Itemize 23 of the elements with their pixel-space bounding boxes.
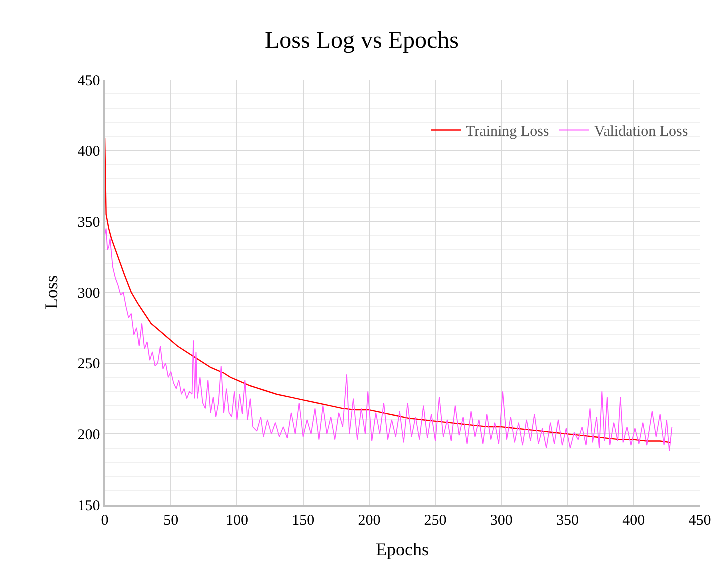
x-tick-label: 350 [556, 512, 580, 529]
x-axis-title: Epochs [376, 539, 429, 560]
x-tick-label: 200 [358, 512, 381, 529]
y-tick-label: 400 [78, 144, 100, 160]
x-tick-label: 250 [424, 512, 447, 529]
y-axis-title: Loss [41, 275, 62, 310]
x-tick-label: 450 [688, 512, 712, 529]
y-tick-label: 300 [78, 286, 100, 302]
legend-label: Training Loss [466, 124, 550, 140]
x-tick-label: 300 [490, 512, 513, 529]
x-tick-label: 0 [101, 512, 109, 529]
x-tick-label: 150 [292, 512, 315, 529]
legend-label: Validation Loss [594, 124, 688, 140]
chart-title: Loss Log vs Epochs [265, 28, 459, 54]
line-series [105, 228, 673, 452]
x-tick-label: 50 [164, 512, 179, 529]
y-tick-label: 450 [78, 73, 100, 90]
y-tick-label: 350 [78, 214, 100, 231]
y-tick-label: 200 [78, 427, 100, 444]
x-tick-label: 400 [622, 512, 646, 529]
x-tick-label: 100 [226, 512, 248, 529]
y-tick-label: 150 [78, 498, 100, 514]
y-tick-label: 250 [78, 356, 100, 373]
